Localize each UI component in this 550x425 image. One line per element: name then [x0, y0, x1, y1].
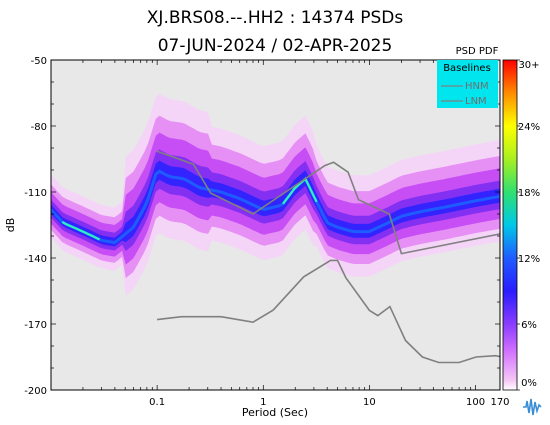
x-tick-label: 10 — [363, 397, 376, 408]
y-tick-label: -140 — [24, 254, 47, 265]
legend-title: Baselines — [443, 63, 491, 74]
pdf-ridge — [51, 169, 500, 245]
plot-frame — [50, 59, 501, 391]
x-tick-label: 1 — [260, 397, 266, 408]
baseline-hnm — [156, 150, 500, 255]
colorbar-tick-label: 0% — [521, 378, 537, 389]
y-tick-label: -170 — [24, 320, 47, 331]
colorbar-tick-label: 18% — [518, 188, 540, 199]
y-tick-label: -200 — [24, 386, 47, 397]
pdf-hot-short — [61, 220, 101, 241]
colorbar-tick-label: 12% — [518, 254, 540, 265]
y-tick-label: -50 — [31, 56, 47, 67]
waveform-logo-icon — [521, 395, 543, 417]
legend-box — [437, 60, 498, 108]
x-tick-label: 100 — [466, 397, 485, 408]
pdf-band-core — [51, 160, 500, 247]
colorbar-tick-label: 6% — [521, 320, 537, 331]
x-tick-label: 0.1 — [149, 397, 165, 408]
y-axis-label: dB — [4, 218, 17, 233]
colorbar-tick-label: 24% — [518, 122, 540, 133]
colorbar-ticks: 30+ 24% 18% 12% 6% 0% — [517, 59, 540, 391]
x-tick-label: 170 — [490, 397, 509, 408]
y-tick-label: -80 — [31, 122, 47, 133]
baseline-lnm — [157, 259, 500, 364]
x-axis-label: Period (Sec) — [242, 406, 308, 419]
colorbar-tick-label: 30+ — [518, 60, 539, 71]
chart-subtitle: 07-JUN-2024 / 02-APR-2025 — [158, 36, 393, 56]
legend-lnm-label: LNM — [465, 96, 487, 107]
legend: Baselines HNM LNM — [437, 60, 498, 108]
legend-hnm-label: HNM — [465, 81, 489, 92]
y-tick-label: -110 — [24, 188, 47, 199]
colorbar — [502, 59, 518, 391]
colorbar-title: PSD PDF — [456, 46, 499, 57]
pdf-hot-microseism — [282, 177, 318, 205]
baseline-lines — [156, 150, 500, 364]
chart-title: XJ.BRS08.--.HH2 : 14374 PSDs — [147, 8, 404, 28]
